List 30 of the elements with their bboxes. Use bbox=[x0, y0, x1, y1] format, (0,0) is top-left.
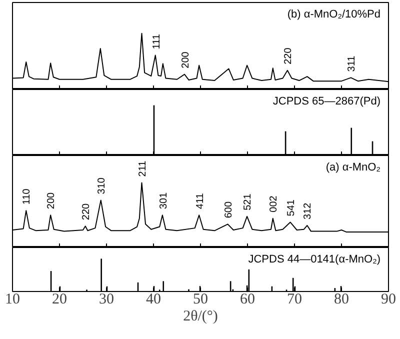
annotation: 211 bbox=[137, 160, 148, 177]
chart-title: JCPDS 44—0141(α-MnO₂) bbox=[248, 254, 380, 266]
annotation: 311 bbox=[346, 55, 358, 72]
annotation: 301 bbox=[158, 192, 170, 210]
annotation: 521 bbox=[242, 193, 254, 210]
x-axis-title: 2θ/(°) bbox=[183, 308, 218, 324]
annotation: 111 bbox=[151, 34, 162, 50]
x-tick-label: 30 bbox=[99, 292, 114, 308]
annotation: 312 bbox=[302, 202, 314, 220]
annotation: 002 bbox=[268, 195, 280, 212]
annotation: 411 bbox=[195, 192, 206, 210]
x-tick-label: 60 bbox=[240, 292, 255, 308]
chart-title: (a) α-MnO₂ bbox=[326, 162, 381, 174]
annotation: 220 bbox=[282, 47, 294, 64]
annotation: 220 bbox=[80, 202, 92, 220]
annotation: 600 bbox=[223, 201, 234, 218]
x-tick-label: 90 bbox=[381, 292, 396, 308]
annotation: 200 bbox=[46, 192, 58, 210]
annotation: 200 bbox=[180, 51, 192, 68]
x-tick-label: 20 bbox=[52, 292, 67, 308]
annotation: 541 bbox=[286, 199, 297, 216]
x-tick-label: 70 bbox=[287, 292, 302, 308]
x-tick-label: 80 bbox=[334, 292, 349, 308]
annotation: 110 bbox=[22, 188, 33, 205]
x-tick-label: 40 bbox=[146, 292, 161, 308]
x-tick-label: 10 bbox=[5, 292, 20, 308]
x-tick-label: 50 bbox=[193, 292, 208, 308]
chart-title: JCPDS 65—2867(Pd) bbox=[272, 96, 381, 108]
chart-title: (b) α-MnO₂/10%Pd bbox=[287, 8, 380, 20]
annotation: 310 bbox=[96, 177, 108, 194]
